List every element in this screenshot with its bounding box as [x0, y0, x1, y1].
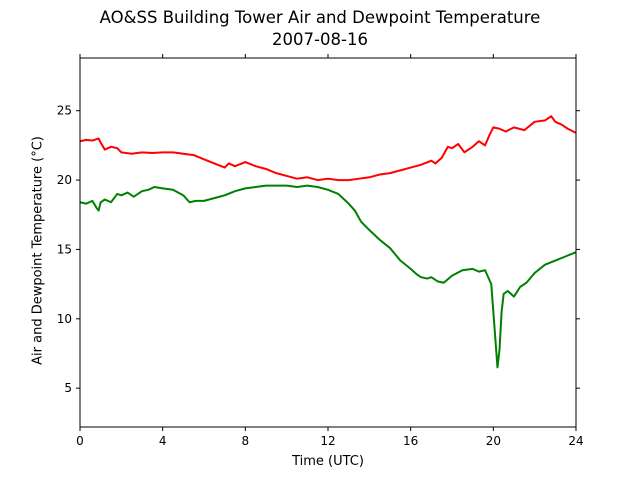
x-tick-label: 4 [159, 434, 167, 448]
x-tick-label: 24 [568, 434, 583, 448]
x-tick-label: 0 [76, 434, 84, 448]
series-line-2 [79, 184, 577, 369]
chart-title: AO&SS Building Tower Air and Dewpoint Te… [99, 8, 541, 27]
axes-frame [79, 57, 577, 428]
x-tick-label: 12 [320, 434, 335, 448]
x-tick-label: 20 [486, 434, 501, 448]
y-tick-label: 25 [57, 104, 72, 118]
x-axis-label: Time (UTC) [292, 454, 364, 469]
x-tick-label: 8 [242, 434, 250, 448]
x-tick-label: 16 [403, 434, 418, 448]
y-tick-label: 15 [57, 242, 72, 256]
chart-subtitle: 2007-08-16 [272, 30, 368, 49]
y-tick-label: 20 [57, 173, 72, 187]
y-tick-label: 5 [64, 381, 72, 395]
y-tick-label: 10 [57, 312, 72, 326]
series-line-1 [79, 115, 577, 182]
y-axis-label: Air and Dewpoint Temperature (°C) [30, 136, 46, 365]
